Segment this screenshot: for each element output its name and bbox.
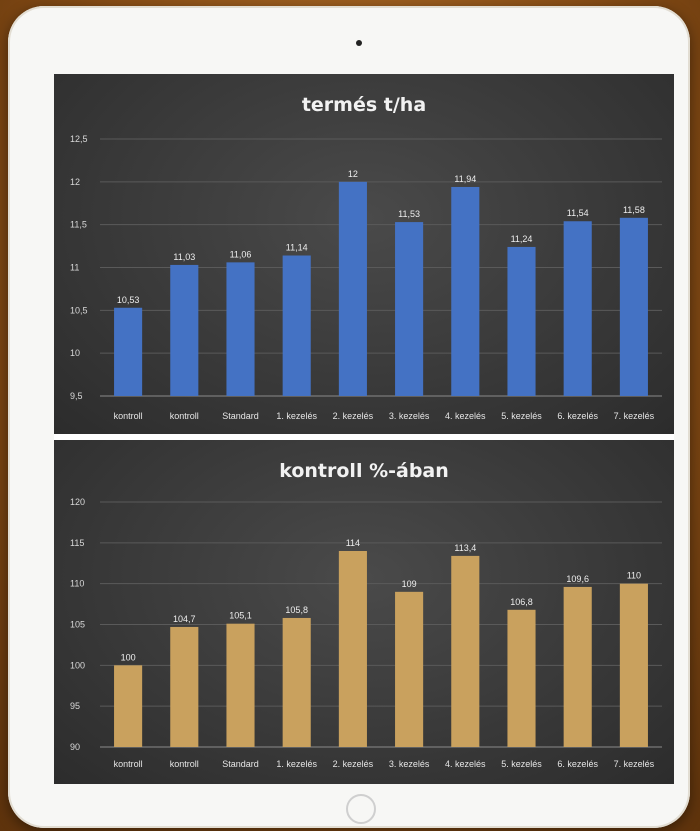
data-label: 106,8 (510, 597, 533, 607)
y-tick-label: 105 (70, 620, 85, 630)
bar (451, 186, 480, 396)
bar (563, 221, 592, 396)
bar (170, 264, 199, 396)
x-tick-label: 7. kezelés (614, 411, 655, 421)
data-label: 105,1 (229, 611, 252, 621)
y-tick-label: 95 (70, 701, 80, 711)
x-tick-label: 6. kezelés (557, 759, 598, 769)
home-button[interactable] (346, 794, 376, 824)
data-label: 11,14 (286, 243, 308, 253)
data-label: 105,8 (285, 605, 308, 615)
bar (226, 623, 255, 747)
x-tick-label: 5. kezelés (501, 759, 542, 769)
y-tick-label: 12 (70, 177, 80, 187)
x-tick-label: 6. kezelés (557, 411, 598, 421)
y-tick-label: 11 (70, 263, 79, 273)
data-label: 11,03 (173, 252, 195, 262)
data-label: 11,06 (230, 249, 252, 259)
x-tick-label: Standard (222, 759, 259, 769)
y-tick-label: 120 (70, 497, 85, 507)
x-tick-label: 5. kezelés (501, 411, 542, 421)
data-label: 109 (402, 579, 417, 589)
x-tick-label: kontroll (170, 411, 199, 421)
bar (451, 555, 480, 747)
x-tick-label: Standard (222, 411, 259, 421)
tablet-screen: termés t/ha 9,5 10 10,5 11 11,5 12 12,5 10,53 ko… (54, 74, 674, 784)
x-tick-label: 4. kezelés (445, 411, 486, 421)
data-label: 11,94 (454, 174, 476, 184)
data-label: 109,6 (566, 574, 589, 584)
data-label: 10,53 (117, 295, 140, 305)
x-tick-label: kontroll (170, 759, 199, 769)
x-tick-label: 7. kezelés (614, 759, 655, 769)
bar (619, 217, 648, 396)
bar (226, 262, 255, 396)
x-tick-label: 3. kezelés (389, 759, 430, 769)
chart-panel-yield: termés t/ha 9,5 10 10,5 11 11,5 12 12,5 10,53 ko… (54, 74, 674, 434)
y-tick-label: 10,5 (70, 305, 88, 315)
chart-title-percent: kontroll %-ában (279, 460, 449, 482)
x-tick-label: 1. kezelés (276, 411, 317, 421)
x-tick-label: kontroll (114, 759, 143, 769)
tablet-frame: termés t/ha 9,5 10 10,5 11 11,5 12 12,5 10,53 ko… (8, 6, 690, 828)
data-label: 104,7 (173, 614, 196, 624)
bar (338, 551, 367, 747)
chart-percent: 90 95 100 105 110 115 120 100 kontroll 104,7 kontr… (70, 497, 662, 769)
data-label: 113,4 (454, 543, 476, 553)
chart-yield: 9,5 10 10,5 11 11,5 12 12,5 10,53 kontroll 11,03 k… (70, 134, 662, 421)
bar (338, 181, 367, 396)
x-tick-label: kontroll (114, 411, 143, 421)
data-label: 100 (121, 652, 136, 662)
bar (563, 586, 592, 747)
data-label: 110 (627, 571, 641, 581)
bar (395, 222, 424, 396)
data-label: 11,53 (398, 209, 420, 219)
bar (170, 626, 199, 747)
x-tick-label: 3. kezelés (389, 411, 430, 421)
data-label: 11,24 (511, 234, 533, 244)
x-tick-label: 2. kezelés (333, 759, 374, 769)
camera-dot (356, 40, 362, 46)
x-tick-label: 4. kezelés (445, 759, 486, 769)
data-label: 11,58 (623, 205, 645, 215)
data-label: 12 (348, 169, 358, 179)
y-tick-label: 110 (70, 579, 84, 589)
chart-title-yield: termés t/ha (301, 94, 427, 116)
chart-panel-percent: kontroll %-ában 90 95 100 105 110 115 120 100 ko… (54, 440, 674, 784)
bar (282, 255, 311, 396)
y-tick-label: 90 (70, 742, 80, 752)
bar (114, 665, 143, 747)
y-tick-label: 115 (70, 538, 84, 548)
bar (507, 609, 536, 747)
bar (507, 246, 536, 396)
y-tick-label: 10 (70, 348, 80, 358)
y-tick-label: 11,5 (70, 220, 87, 230)
bar (619, 583, 648, 747)
y-tick-label: 100 (70, 660, 85, 670)
x-tick-label: 1. kezelés (276, 759, 317, 769)
data-label: 11,54 (567, 208, 589, 218)
bar (395, 591, 424, 747)
bar (114, 307, 143, 396)
y-tick-label: 9,5 (70, 391, 83, 401)
x-tick-label: 2. kezelés (333, 411, 374, 421)
bar (282, 617, 311, 747)
data-label: 114 (346, 538, 360, 548)
y-tick-label: 12,5 (70, 134, 88, 144)
